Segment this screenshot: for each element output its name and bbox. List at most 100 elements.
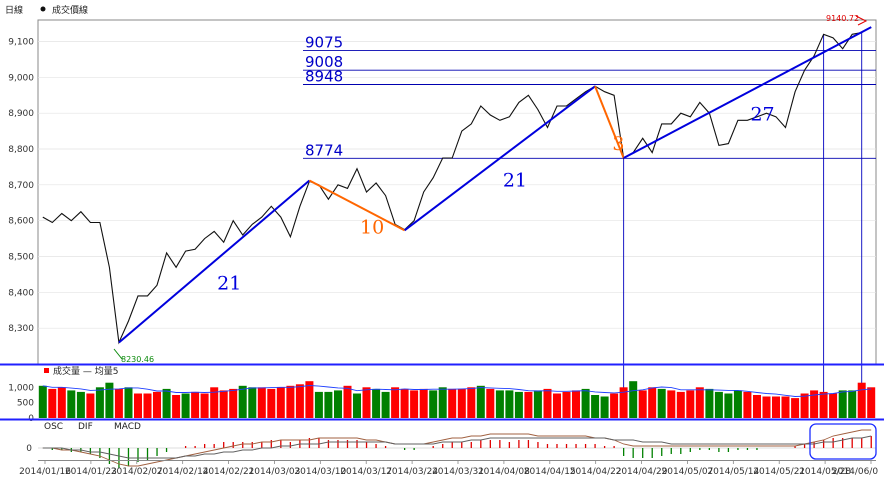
high-label: 9140.72 [826, 14, 859, 23]
volume-bar [467, 387, 476, 418]
volume-bar [372, 388, 381, 418]
x-tick-label: 2014/03/24 [386, 467, 438, 477]
x-tick-label: 2014/01/16 [19, 467, 71, 477]
x-tick-label: 2014/02/14 [157, 467, 209, 477]
high-arrow-icon [855, 15, 868, 26]
volume-bar [457, 388, 466, 418]
volume-y-tick-label: 1,000 [8, 383, 34, 393]
trend-count-label: 21 [503, 169, 527, 191]
volume-bar [276, 387, 285, 418]
volume-bar [524, 391, 533, 418]
volume-bar [705, 388, 714, 418]
x-tick-label: 2014/06/0 [832, 467, 878, 477]
volume-bar [743, 391, 752, 418]
macd-legend-macd: MACD [114, 422, 141, 432]
volume-bar [495, 390, 504, 418]
volume-bar [57, 387, 66, 418]
volume-bar [800, 393, 809, 418]
x-tick-label: 2014/02/21 [203, 467, 255, 477]
price-y-ticks: 8,300 8,400 8,500 8,600 8,700 8,800 8,900 9,000… [8, 38, 34, 335]
volume-bar [295, 384, 304, 418]
volume-bar [619, 387, 628, 418]
x-tick-label: 2014/05/07 [662, 467, 714, 477]
volume-bars [38, 381, 876, 418]
volume-bar [676, 391, 685, 418]
volume-bar [324, 391, 333, 418]
volume-bar [657, 388, 666, 418]
volume-bar [334, 390, 342, 418]
trend-line [623, 26, 872, 159]
volume-bar [629, 381, 638, 418]
volume-bar [286, 385, 295, 418]
price-y-tick-label: 8,600 [8, 217, 34, 227]
volume-bar [867, 387, 876, 418]
volume-bar [724, 393, 733, 418]
volume-bar [762, 396, 771, 418]
volume-legend: 成交量 — 均量5 [53, 365, 118, 377]
x-tick-label: 2014/03/03 [249, 467, 301, 477]
volume-bar [67, 390, 76, 418]
x-tick-label: 2014/05/21 [753, 467, 805, 477]
volume-bar [810, 390, 819, 418]
volume-y-tick-label: 500 [17, 399, 34, 409]
level-label: 9075 [305, 33, 343, 51]
price-y-tick-label: 9,000 [8, 73, 34, 83]
macd-legend-osc: OSC [44, 422, 63, 432]
vertical-markers [623, 32, 863, 392]
trend-line [594, 85, 625, 159]
volume-bar [848, 390, 857, 418]
trend-lines: 21 10 21 3 27 [118, 26, 872, 344]
volume-bar [667, 390, 676, 418]
volume-bar [257, 387, 266, 418]
volume-bar [400, 388, 409, 418]
volume-bar [38, 385, 47, 418]
volume-bar [210, 387, 219, 418]
volume-bar [562, 391, 571, 418]
x-tick-label: 2014/04/29 [616, 467, 668, 477]
volume-legend-swatch [44, 368, 49, 373]
price-y-tick-label: 9,100 [8, 38, 34, 48]
level-label: 9008 [305, 53, 343, 71]
trend-count-label: 27 [750, 104, 774, 126]
volume-bar [600, 396, 609, 418]
x-tick-label: 2014/02/07 [111, 467, 163, 477]
volume-bar [391, 387, 400, 418]
volume-bar [153, 391, 161, 418]
volume-bar [229, 388, 238, 418]
volume-bar [438, 387, 447, 418]
x-tick-label: 2014/03/10 [294, 467, 346, 477]
volume-average-line [42, 385, 872, 397]
volume-bar [172, 395, 181, 418]
x-tick-label: 2014/01/23 [65, 467, 117, 477]
volume-bar [686, 390, 695, 418]
volume-bar [419, 388, 428, 418]
volume-bar [791, 398, 800, 418]
trend-line [118, 179, 311, 344]
volume-bar [533, 390, 542, 418]
level-label: 8948 [305, 68, 343, 86]
volume-bar [305, 381, 314, 418]
legend-marker-icon [40, 6, 46, 12]
price-pane: 8,300 8,400 8,500 8,600 8,700 8,800 8,900 9,000… [8, 14, 877, 392]
volume-bar [772, 396, 780, 418]
volume-bar [248, 387, 257, 418]
volume-bar [410, 390, 419, 418]
volume-bar [610, 393, 619, 418]
volume-pane: 成交量 — 均量5 1,0005000 [8, 365, 876, 424]
volume-bar [267, 388, 276, 418]
period-label: 日線 [5, 4, 23, 16]
volume-bar [448, 388, 457, 418]
volume-bar [733, 390, 742, 418]
volume-bar [143, 393, 152, 418]
trend-count-label: 10 [360, 216, 384, 238]
volume-bar [381, 391, 390, 418]
volume-bar [581, 388, 590, 418]
volume-bar [543, 388, 552, 418]
volume-bar [353, 393, 361, 418]
price-line [42, 26, 872, 345]
volume-bar [753, 395, 761, 418]
volume-bar [191, 391, 200, 418]
volume-bar [648, 387, 657, 418]
x-axis-ticks: 2014/01/162014/01/232014/02/072014/02/14… [19, 460, 878, 477]
low-label: 8230.46 [121, 355, 154, 364]
